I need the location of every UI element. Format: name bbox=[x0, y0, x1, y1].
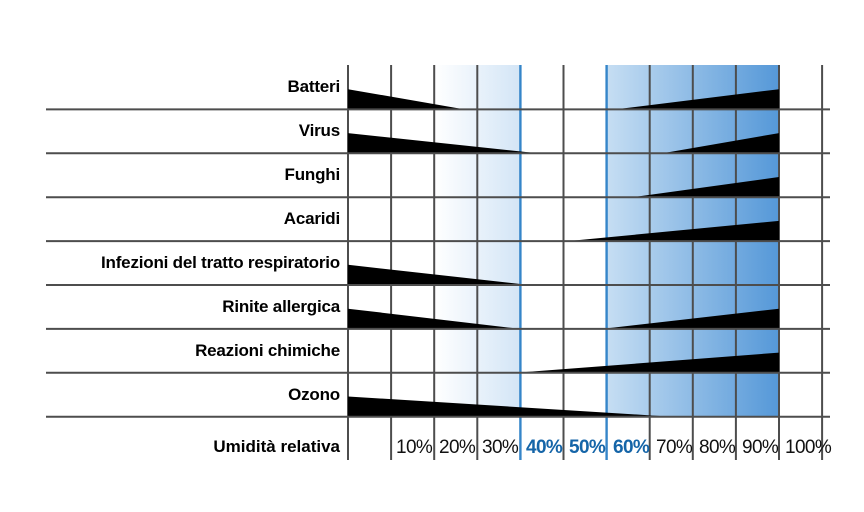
wedge-low-virus bbox=[348, 133, 538, 154]
tick-80: 80% bbox=[699, 437, 736, 458]
row-label-rinite: Rinite allergica bbox=[222, 297, 340, 316]
wedge-low-rinite-allergica bbox=[348, 308, 521, 329]
wedge-low-ozono bbox=[348, 396, 672, 417]
row-label-ozono: Ozono bbox=[288, 385, 340, 404]
wedge-high-rinite-allergica bbox=[602, 308, 779, 329]
tick-40: 40% bbox=[526, 437, 563, 458]
row-label-virus: Virus bbox=[298, 121, 340, 140]
tick-100: 100% bbox=[785, 437, 832, 458]
tick-30: 30% bbox=[482, 437, 519, 458]
wedge-low-batteri bbox=[348, 89, 465, 110]
wedge-low-infezioni-del-tratto-respiratorio bbox=[348, 264, 530, 285]
row-label-funghi: Funghi bbox=[284, 165, 341, 184]
tick-10: 10% bbox=[396, 437, 433, 458]
wedge-high-virus bbox=[662, 133, 779, 154]
tick-70: 70% bbox=[656, 437, 693, 458]
row-label-reazioni: Reazioni chimiche bbox=[195, 341, 340, 360]
row-label-acaridi: Acaridi bbox=[283, 209, 340, 228]
tick-90: 90% bbox=[742, 437, 779, 458]
row-label-batteri: Batteri bbox=[287, 77, 341, 96]
tick-20: 20% bbox=[439, 437, 476, 458]
wedge-high-batteri bbox=[615, 89, 779, 110]
tick-50: 50% bbox=[569, 437, 606, 458]
wedge-high-reazioni-chimiche bbox=[516, 352, 779, 373]
wedge-high-funghi bbox=[632, 177, 779, 198]
wedge-high-acaridi bbox=[567, 220, 779, 242]
row-label-infezioni: Infezioni del tratto respiratorio bbox=[101, 253, 340, 272]
tick-60: 60% bbox=[613, 437, 650, 458]
axis-title: Umidità relativa bbox=[213, 437, 340, 456]
